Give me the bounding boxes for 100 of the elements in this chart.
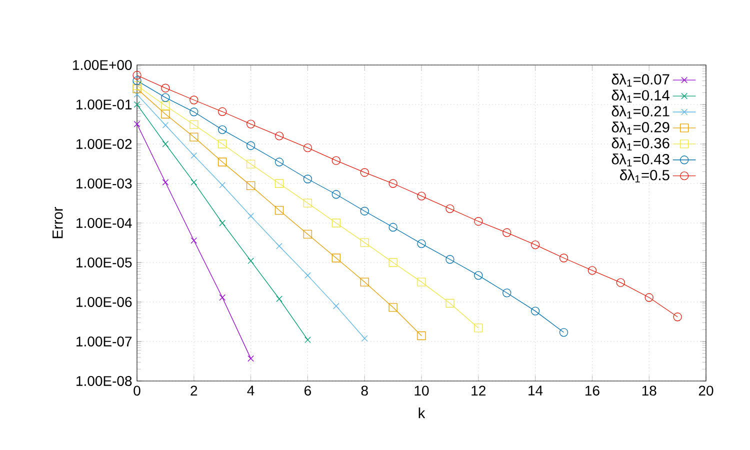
y-tick-label: 1.00E-04	[76, 218, 132, 228]
x-tick-label: 4	[247, 386, 254, 396]
point	[134, 91, 140, 98]
point	[132, 76, 142, 86]
point	[360, 206, 369, 216]
point	[559, 328, 568, 337]
y-tick-label: 1.00E-08	[76, 376, 132, 386]
point	[304, 336, 311, 344]
legend-label: δλ$_{1}$=0.07	[612, 74, 670, 87]
point	[246, 120, 256, 128]
point	[190, 237, 198, 244]
point	[388, 258, 398, 267]
point	[190, 152, 198, 159]
point	[530, 306, 540, 316]
point	[417, 192, 426, 200]
point	[361, 335, 368, 342]
point	[162, 179, 169, 186]
point	[446, 204, 454, 214]
point	[190, 120, 198, 129]
x-tick-label: 16	[585, 386, 600, 396]
point	[274, 158, 284, 166]
point	[332, 190, 340, 199]
y-tick-label: 1.00E-03	[76, 178, 132, 188]
point	[303, 198, 312, 208]
point	[134, 101, 140, 108]
point	[616, 278, 625, 287]
point	[219, 182, 226, 188]
point	[332, 302, 340, 310]
point	[559, 254, 568, 262]
point	[303, 230, 312, 239]
x-tick-label: 6	[304, 386, 311, 396]
point	[246, 160, 256, 168]
point	[303, 174, 312, 184]
point	[388, 303, 398, 312]
y-tick-label: 1.00E-06	[76, 297, 132, 307]
legend-label: δλ$_{1}$=0.36	[612, 138, 670, 150]
point	[161, 110, 170, 118]
point	[161, 101, 170, 110]
point	[388, 222, 398, 232]
x-tick-label: 0	[134, 386, 140, 396]
point	[190, 108, 198, 116]
point	[446, 255, 454, 264]
y-tick-label: 1.00E-02	[76, 139, 132, 149]
point	[218, 107, 227, 116]
legend-label: δλ$_{1}$=0.5	[620, 170, 670, 182]
point	[248, 212, 254, 220]
point	[274, 179, 284, 188]
x-tick-label: 2	[190, 386, 198, 396]
point	[644, 293, 654, 302]
legend-label: δλ$_{1}$=0.14	[612, 90, 670, 103]
x-axis-title: k	[418, 407, 426, 418]
point	[162, 122, 169, 128]
point	[161, 93, 170, 102]
point	[219, 220, 226, 226]
legend-label: δλ$_{1}$=0.29	[612, 122, 670, 134]
point	[303, 143, 312, 152]
point	[134, 120, 140, 128]
point	[190, 132, 198, 142]
point	[274, 132, 284, 140]
point	[474, 217, 483, 226]
point	[332, 254, 340, 262]
point	[304, 272, 311, 279]
y-axis-title: Error	[52, 206, 63, 238]
point	[161, 84, 170, 92]
point	[474, 271, 483, 280]
point	[248, 355, 254, 362]
point	[332, 218, 340, 228]
y-tick-label: 1.00E-07	[76, 336, 132, 346]
x-tick-label: 18	[642, 386, 656, 396]
point	[218, 158, 227, 166]
x-tick-label: 12	[472, 386, 486, 396]
point	[588, 266, 597, 275]
point	[132, 70, 142, 80]
y-tick-label: 1.00E+00	[73, 60, 132, 70]
point	[502, 288, 512, 298]
x-tick-label: 20	[698, 386, 714, 396]
point	[218, 140, 227, 148]
point	[360, 238, 369, 247]
point	[417, 239, 426, 248]
point	[276, 242, 282, 250]
point	[474, 324, 483, 332]
y-tick-label: 1.00E-01	[76, 100, 132, 110]
point	[218, 125, 227, 134]
y-tick-label: 1.00E-05	[76, 258, 132, 268]
point	[388, 179, 398, 188]
point	[446, 298, 454, 308]
point	[162, 140, 169, 148]
point	[530, 240, 540, 250]
point	[332, 156, 340, 165]
point	[276, 296, 282, 302]
point	[219, 294, 226, 301]
point	[132, 81, 142, 90]
point	[274, 206, 284, 215]
x-tick-label: 14	[528, 386, 543, 396]
x-tick-label: 8	[361, 386, 368, 396]
point	[360, 278, 369, 286]
point	[673, 312, 682, 322]
point	[190, 96, 198, 104]
point	[246, 141, 256, 150]
point	[190, 179, 198, 186]
